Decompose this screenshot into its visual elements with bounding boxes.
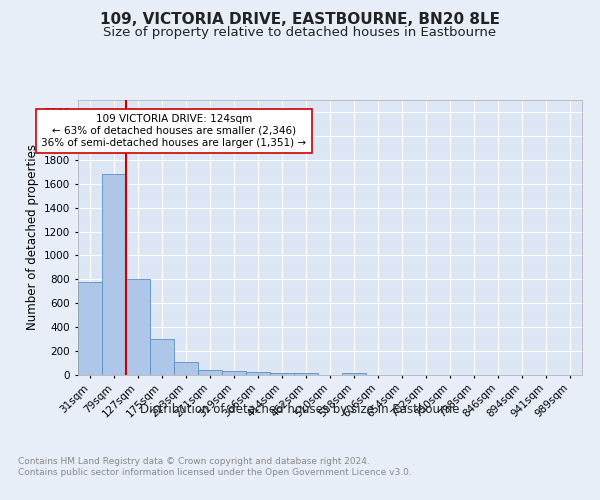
Bar <box>150 339 174 375</box>
Text: Distribution of detached houses by size in Eastbourne: Distribution of detached houses by size … <box>140 402 460 415</box>
Bar <box>174 362 198 375</box>
Bar <box>270 372 294 375</box>
Bar <box>342 372 366 375</box>
Bar <box>78 282 102 375</box>
Y-axis label: Number of detached properties: Number of detached properties <box>26 144 38 330</box>
Bar <box>246 372 270 375</box>
Bar <box>102 174 126 375</box>
Text: 109, VICTORIA DRIVE, EASTBOURNE, BN20 8LE: 109, VICTORIA DRIVE, EASTBOURNE, BN20 8L… <box>100 12 500 28</box>
Bar <box>198 370 222 375</box>
Bar <box>126 280 150 375</box>
Bar <box>294 372 318 375</box>
Text: Contains HM Land Registry data © Crown copyright and database right 2024.
Contai: Contains HM Land Registry data © Crown c… <box>18 458 412 477</box>
Text: 109 VICTORIA DRIVE: 124sqm
← 63% of detached houses are smaller (2,346)
36% of s: 109 VICTORIA DRIVE: 124sqm ← 63% of deta… <box>41 114 307 148</box>
Bar <box>222 372 246 375</box>
Text: Size of property relative to detached houses in Eastbourne: Size of property relative to detached ho… <box>103 26 497 39</box>
